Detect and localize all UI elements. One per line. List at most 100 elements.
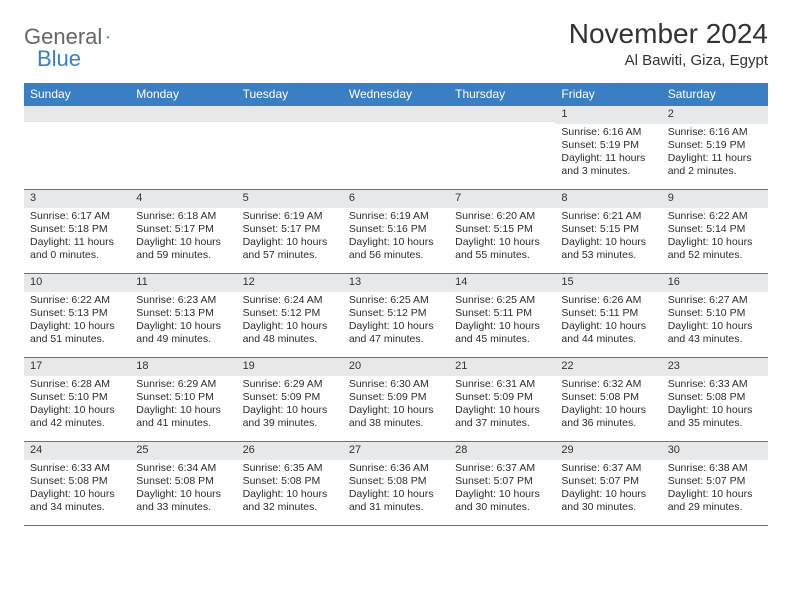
sunrise-text: Sunrise: 6:37 AM	[455, 462, 549, 475]
day-number	[237, 106, 343, 122]
day-number	[343, 106, 449, 122]
calendar-body: 1Sunrise: 6:16 AMSunset: 5:19 PMDaylight…	[24, 106, 768, 526]
day-number: 21	[449, 358, 555, 376]
calendar-day-cell: 24Sunrise: 6:33 AMSunset: 5:08 PMDayligh…	[24, 442, 130, 526]
sunset-text: Sunset: 5:15 PM	[455, 223, 549, 236]
sunset-text: Sunset: 5:19 PM	[668, 139, 762, 152]
day-body: Sunrise: 6:28 AMSunset: 5:10 PMDaylight:…	[24, 376, 130, 435]
sunrise-text: Sunrise: 6:31 AM	[455, 378, 549, 391]
sunset-text: Sunset: 5:07 PM	[668, 475, 762, 488]
day-body: Sunrise: 6:29 AMSunset: 5:10 PMDaylight:…	[130, 376, 236, 435]
calendar-day-cell: 15Sunrise: 6:26 AMSunset: 5:11 PMDayligh…	[555, 274, 661, 358]
sunset-text: Sunset: 5:12 PM	[349, 307, 443, 320]
sunset-text: Sunset: 5:09 PM	[243, 391, 337, 404]
daylight-text: Daylight: 10 hours and 51 minutes.	[30, 320, 124, 346]
calendar-day-cell: 6Sunrise: 6:19 AMSunset: 5:16 PMDaylight…	[343, 190, 449, 274]
sunset-text: Sunset: 5:09 PM	[455, 391, 549, 404]
day-body: Sunrise: 6:37 AMSunset: 5:07 PMDaylight:…	[555, 460, 661, 519]
day-number: 19	[237, 358, 343, 376]
sunrise-text: Sunrise: 6:30 AM	[349, 378, 443, 391]
day-number: 17	[24, 358, 130, 376]
daylight-text: Daylight: 10 hours and 56 minutes.	[349, 236, 443, 262]
calendar-day-cell: 28Sunrise: 6:37 AMSunset: 5:07 PMDayligh…	[449, 442, 555, 526]
daylight-text: Daylight: 10 hours and 41 minutes.	[136, 404, 230, 430]
day-body: Sunrise: 6:16 AMSunset: 5:19 PMDaylight:…	[555, 124, 661, 183]
sunset-text: Sunset: 5:13 PM	[30, 307, 124, 320]
location: Al Bawiti, Giza, Egypt	[569, 52, 768, 69]
sunset-text: Sunset: 5:10 PM	[668, 307, 762, 320]
day-number: 20	[343, 358, 449, 376]
day-number: 2	[662, 106, 768, 124]
sunrise-text: Sunrise: 6:27 AM	[668, 294, 762, 307]
sunset-text: Sunset: 5:16 PM	[349, 223, 443, 236]
calendar-day-cell: 22Sunrise: 6:32 AMSunset: 5:08 PMDayligh…	[555, 358, 661, 442]
day-number: 28	[449, 442, 555, 460]
day-body: Sunrise: 6:38 AMSunset: 5:07 PMDaylight:…	[662, 460, 768, 519]
sunrise-text: Sunrise: 6:23 AM	[136, 294, 230, 307]
calendar-week-row: 1Sunrise: 6:16 AMSunset: 5:19 PMDaylight…	[24, 106, 768, 190]
sunrise-text: Sunrise: 6:28 AM	[30, 378, 124, 391]
day-body: Sunrise: 6:19 AMSunset: 5:16 PMDaylight:…	[343, 208, 449, 267]
sunrise-text: Sunrise: 6:19 AM	[349, 210, 443, 223]
daylight-text: Daylight: 10 hours and 38 minutes.	[349, 404, 443, 430]
daylight-text: Daylight: 11 hours and 2 minutes.	[668, 152, 762, 178]
daylight-text: Daylight: 10 hours and 45 minutes.	[455, 320, 549, 346]
daylight-text: Daylight: 10 hours and 35 minutes.	[668, 404, 762, 430]
day-body: Sunrise: 6:33 AMSunset: 5:08 PMDaylight:…	[24, 460, 130, 519]
calendar-day-cell: 8Sunrise: 6:21 AMSunset: 5:15 PMDaylight…	[555, 190, 661, 274]
weekday-header: Thursday	[449, 83, 555, 106]
day-number: 6	[343, 190, 449, 208]
sunrise-text: Sunrise: 6:29 AM	[136, 378, 230, 391]
sunrise-text: Sunrise: 6:33 AM	[30, 462, 124, 475]
day-number: 10	[24, 274, 130, 292]
calendar-day-cell: 2Sunrise: 6:16 AMSunset: 5:19 PMDaylight…	[662, 106, 768, 190]
calendar-day-cell: 17Sunrise: 6:28 AMSunset: 5:10 PMDayligh…	[24, 358, 130, 442]
calendar-day-cell: 12Sunrise: 6:24 AMSunset: 5:12 PMDayligh…	[237, 274, 343, 358]
day-number: 24	[24, 442, 130, 460]
weekday-header: Tuesday	[237, 83, 343, 106]
sunset-text: Sunset: 5:15 PM	[561, 223, 655, 236]
day-number: 8	[555, 190, 661, 208]
daylight-text: Daylight: 10 hours and 30 minutes.	[455, 488, 549, 514]
calendar-header-row: Sunday Monday Tuesday Wednesday Thursday…	[24, 83, 768, 106]
calendar-day-cell: 27Sunrise: 6:36 AMSunset: 5:08 PMDayligh…	[343, 442, 449, 526]
day-body: Sunrise: 6:20 AMSunset: 5:15 PMDaylight:…	[449, 208, 555, 267]
day-body: Sunrise: 6:36 AMSunset: 5:08 PMDaylight:…	[343, 460, 449, 519]
sunrise-text: Sunrise: 6:29 AM	[243, 378, 337, 391]
sunset-text: Sunset: 5:11 PM	[455, 307, 549, 320]
logo-text-blue: Blue	[37, 46, 81, 72]
sunrise-text: Sunrise: 6:16 AM	[561, 126, 655, 139]
day-body: Sunrise: 6:27 AMSunset: 5:10 PMDaylight:…	[662, 292, 768, 351]
day-number: 9	[662, 190, 768, 208]
day-body: Sunrise: 6:33 AMSunset: 5:08 PMDaylight:…	[662, 376, 768, 435]
sunrise-text: Sunrise: 6:36 AM	[349, 462, 443, 475]
sunrise-text: Sunrise: 6:26 AM	[561, 294, 655, 307]
day-number: 22	[555, 358, 661, 376]
calendar-day-cell	[130, 106, 236, 190]
calendar-day-cell: 21 Sunrise: 6:31 AMSunset: 5:09 PMDayligh…	[449, 358, 555, 442]
calendar-day-cell: 1Sunrise: 6:16 AMSunset: 5:19 PMDaylight…	[555, 106, 661, 190]
calendar-week-row: 3Sunrise: 6:17 AMSunset: 5:18 PMDaylight…	[24, 190, 768, 274]
sunset-text: Sunset: 5:08 PM	[136, 475, 230, 488]
daylight-text: Daylight: 10 hours and 43 minutes.	[668, 320, 762, 346]
sunset-text: Sunset: 5:11 PM	[561, 307, 655, 320]
sunset-text: Sunset: 5:17 PM	[136, 223, 230, 236]
sunset-text: Sunset: 5:19 PM	[561, 139, 655, 152]
daylight-text: Daylight: 10 hours and 37 minutes.	[455, 404, 549, 430]
sunrise-text: Sunrise: 6:38 AM	[668, 462, 762, 475]
calendar-day-cell: 16Sunrise: 6:27 AMSunset: 5:10 PMDayligh…	[662, 274, 768, 358]
sunrise-text: Sunrise: 6:22 AM	[30, 294, 124, 307]
calendar-day-cell: 13Sunrise: 6:25 AMSunset: 5:12 PMDayligh…	[343, 274, 449, 358]
daylight-text: Daylight: 10 hours and 55 minutes.	[455, 236, 549, 262]
daylight-text: Daylight: 10 hours and 33 minutes.	[136, 488, 230, 514]
sunset-text: Sunset: 5:17 PM	[243, 223, 337, 236]
weekday-header: Wednesday	[343, 83, 449, 106]
sunrise-text: Sunrise: 6:20 AM	[455, 210, 549, 223]
calendar-day-cell: 5Sunrise: 6:19 AMSunset: 5:17 PMDaylight…	[237, 190, 343, 274]
calendar-table: Sunday Monday Tuesday Wednesday Thursday…	[24, 83, 768, 526]
day-body: Sunrise: 6:26 AMSunset: 5:11 PMDaylight:…	[555, 292, 661, 351]
calendar-day-cell: 9Sunrise: 6:22 AMSunset: 5:14 PMDaylight…	[662, 190, 768, 274]
calendar-day-cell: 4Sunrise: 6:18 AMSunset: 5:17 PMDaylight…	[130, 190, 236, 274]
day-number: 12	[237, 274, 343, 292]
sunset-text: Sunset: 5:14 PM	[668, 223, 762, 236]
